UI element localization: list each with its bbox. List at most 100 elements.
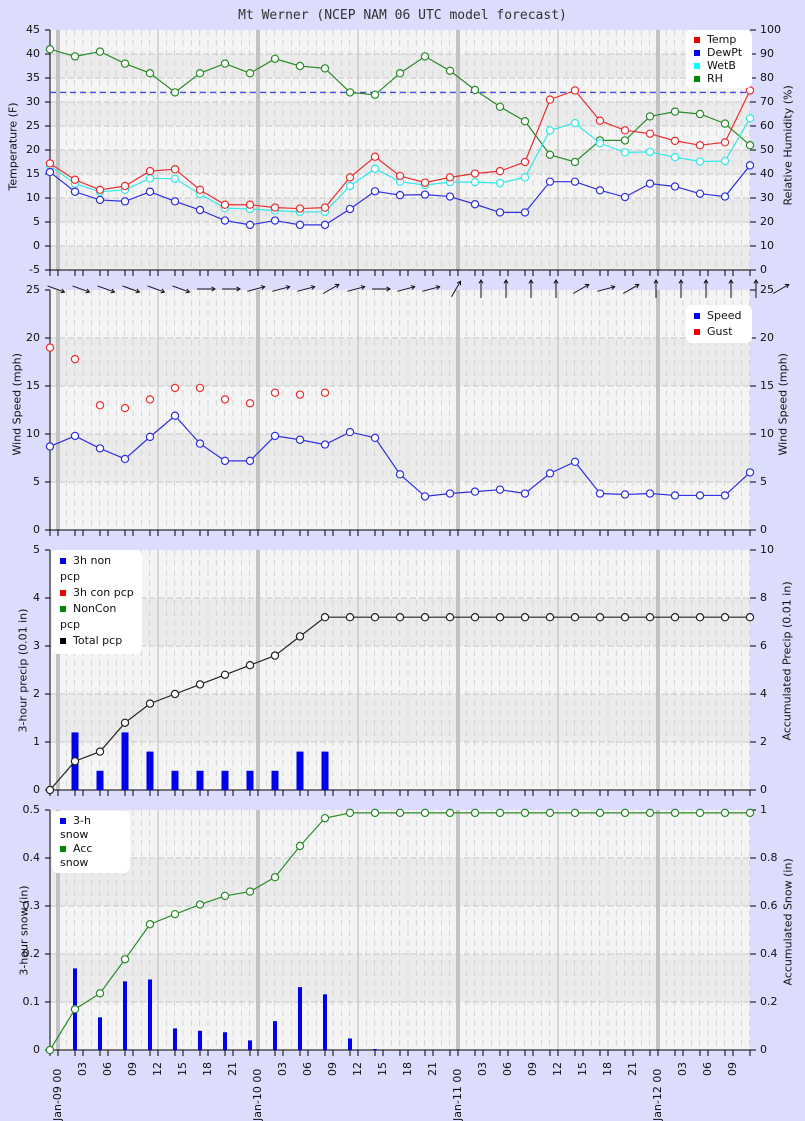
acc-snow-marker: [520, 808, 530, 818]
rh-marker: [395, 68, 405, 78]
ytick-temp: 25: [26, 119, 40, 132]
snow-3h-bar: [273, 1021, 277, 1050]
band: [50, 246, 750, 270]
dewpoint-marker: [520, 208, 530, 217]
dewpoint-marker: [720, 192, 730, 201]
total-precip-marker: [170, 689, 180, 699]
wind-arrow-head: [410, 285, 416, 290]
snow-3h-bar: [323, 994, 327, 1050]
ylabel-temperature: Temperature (F): [6, 102, 20, 191]
dewpoint-marker: [470, 200, 480, 209]
x-axis-label: 21: [226, 1062, 239, 1076]
acc-snow-marker: [345, 808, 355, 818]
total-precip-marker: [120, 718, 130, 728]
acc-snow-marker: [295, 841, 305, 851]
precip-3h-bar: [246, 770, 254, 790]
x-axis-label: 06: [501, 1062, 514, 1076]
ytick-wind-right: 15: [760, 379, 774, 392]
x-axis-label: 06: [101, 1062, 114, 1076]
acc-snow-marker: [70, 1005, 80, 1014]
ytick-rh: 30: [760, 191, 774, 204]
ytick-acc-precip: 4: [760, 687, 767, 700]
legend-precip: 3h non pcp 3h con pcp NonCon pcp Total p…: [52, 550, 142, 654]
total-precip-marker: [70, 757, 80, 766]
wind-speed-marker: [520, 489, 530, 498]
wind-gust-marker: [195, 383, 205, 393]
ytick-acc-snow: 0.2: [760, 995, 778, 1008]
acc-snow-marker: [170, 909, 180, 919]
temperature-marker: [295, 204, 305, 213]
legend-label-rh: RH: [707, 72, 723, 85]
wind-speed-marker: [195, 439, 205, 448]
wind-speed-marker: [595, 489, 605, 498]
wind-gust-marker: [45, 343, 55, 352]
acc-snow-marker: [120, 955, 130, 964]
ytick-precip: 3: [33, 639, 40, 652]
total-precip-marker: [95, 747, 105, 756]
wind-direction-arrow: [97, 285, 115, 293]
ytick-wind-right: 20: [760, 331, 774, 344]
wind-gust-marker: [320, 388, 330, 397]
temperature-marker: [270, 203, 280, 212]
acc-snow-marker: [570, 808, 580, 818]
wind-speed-marker: [345, 427, 355, 437]
wind-arrow-head: [211, 286, 216, 292]
wind-gust-marker: [270, 388, 280, 397]
legend-label-wetb: WetB: [707, 59, 736, 72]
dewpoint-marker: [545, 177, 555, 186]
x-axis-label: 06: [301, 1062, 314, 1076]
acc-snow-marker: [620, 808, 630, 818]
total-precip-marker: [520, 613, 530, 622]
legend-label-gust: Gust: [707, 325, 733, 338]
dewpoint-marker: [170, 197, 180, 206]
ylabel-3h-precip: 3-hour precip (0.01 in): [16, 608, 30, 733]
wetbulb-marker: [645, 147, 655, 157]
acc-snow-marker: [270, 873, 280, 882]
acc-snow-marker: [220, 891, 230, 901]
rh-marker: [420, 52, 430, 61]
precip-3h-bar: [196, 770, 204, 790]
acc-snow-marker: [595, 808, 605, 818]
wind-direction-arrow: [172, 285, 190, 293]
wetbulb-marker: [145, 174, 155, 183]
rh-marker: [345, 88, 355, 97]
ytick-temp: 35: [26, 71, 40, 84]
wind-speed-marker: [370, 433, 380, 443]
wind-arrow-head: [653, 279, 659, 284]
temperature-marker: [120, 181, 130, 191]
wind-gust-marker: [245, 399, 255, 408]
snow-3h-bar: [98, 1017, 102, 1050]
dewpoint-marker: [695, 189, 705, 198]
wetbulb-marker: [695, 157, 705, 166]
temperature-marker: [320, 203, 330, 212]
wind-speed-marker: [695, 491, 705, 500]
acc-snow-marker: [420, 808, 430, 818]
dewpoint-marker: [345, 204, 355, 214]
x-axis-label: Jan-10 00: [251, 1068, 264, 1121]
wind-speed-marker: [670, 491, 680, 500]
x-axis-label: 06: [701, 1062, 714, 1076]
ytick-temp: 15: [26, 167, 40, 180]
ytick-rh: 70: [760, 95, 774, 108]
ylabel-wind-speed-right: Wind Speed (mph): [776, 353, 790, 456]
wind-speed-marker: [70, 431, 80, 441]
wind-speed-marker: [120, 454, 130, 464]
wetbulb-marker: [170, 174, 180, 183]
ytick-temp: 10: [26, 191, 40, 204]
ytick-snow: 0.5: [22, 803, 41, 816]
legend-label-3h-snow: 3-h snow: [60, 814, 91, 841]
legend-label-noncon-pcp: NonCon pcp: [60, 602, 117, 631]
total-precip-marker: [220, 670, 230, 680]
wetbulb-marker: [595, 139, 605, 148]
ytick-acc-snow: 1: [760, 803, 767, 816]
dewpoint-marker: [620, 192, 630, 202]
precip-3h-bar: [271, 770, 279, 790]
dewpoint-marker: [370, 187, 380, 196]
ylabel-wind-speed-left: Wind Speed (mph): [10, 353, 24, 456]
wind-arrow-head: [236, 286, 241, 292]
ytick-wind-right: 10: [760, 427, 774, 440]
wind-arrow-head: [360, 285, 366, 290]
x-axis-label: 12: [351, 1062, 364, 1076]
temperature-marker: [570, 86, 580, 95]
x-axis-label: 09: [526, 1062, 539, 1076]
